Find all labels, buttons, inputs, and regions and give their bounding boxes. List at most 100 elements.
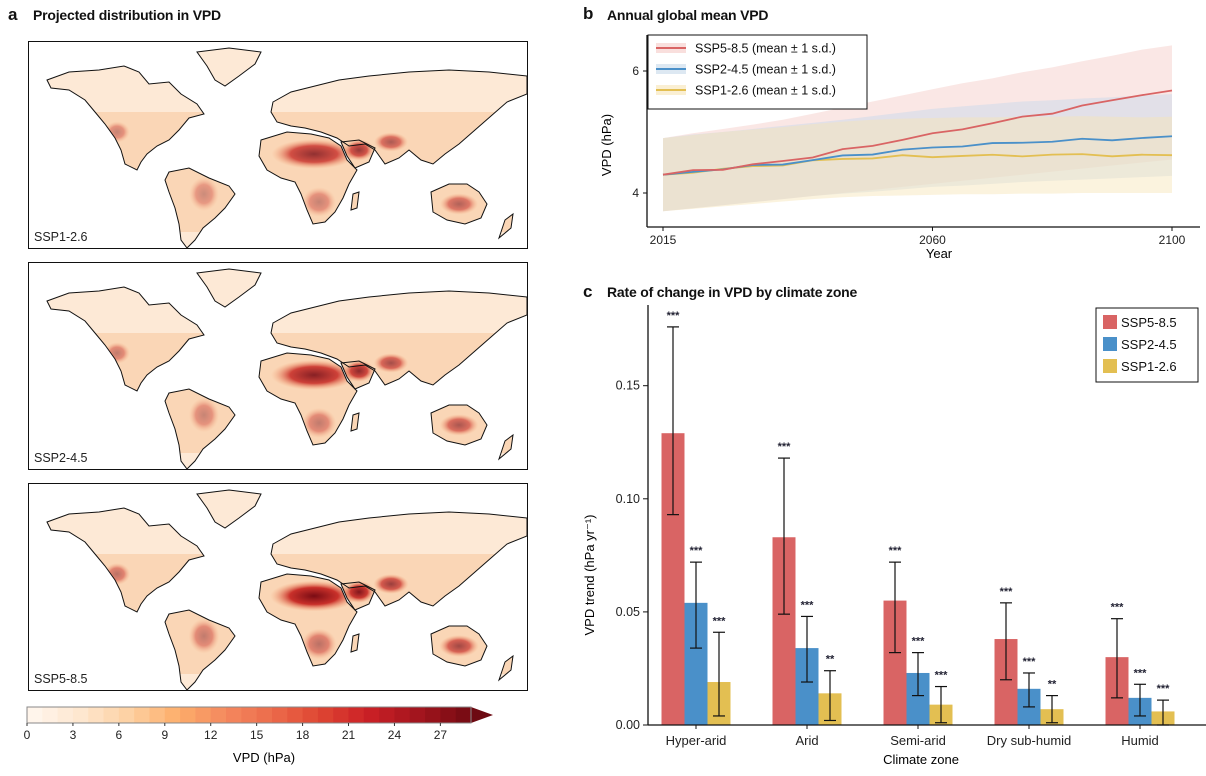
coastline-arabia: [340, 139, 376, 169]
colorbar-cell: [317, 707, 334, 723]
legend-swatch: [1103, 337, 1117, 351]
colorbar-cell: [363, 707, 380, 723]
significance-label: ***: [889, 545, 903, 557]
coastline-madagascar: [350, 633, 360, 653]
colorbar-tick-label: 18: [296, 728, 310, 742]
colorbar-cell: [195, 707, 212, 723]
legend-label: SSP1-2.6 (mean ± 1 s.d.): [695, 84, 836, 98]
mean-lines: [662, 89, 1173, 176]
x-tick-label: 2015: [650, 233, 677, 247]
y-tick-label: 0.15: [616, 379, 640, 393]
legend: SSP5-8.5 SSP2-4.5 SSP1-2.6: [1095, 307, 1199, 383]
x-axis-label: Climate zone: [883, 752, 959, 767]
vpd-hotspot: [188, 397, 220, 433]
coastline-africa: [258, 352, 358, 446]
bar-SSP2-4.5-Semi-arid: [906, 672, 930, 725]
line-chart: 4 6 2015 2060 2100 Year VPD (hPa) SSP5-8.5 (…: [599, 34, 1200, 261]
coastline-eurasia: [270, 290, 527, 386]
colorbar-label: VPD (hPa): [233, 750, 295, 765]
significance-label: ***: [1157, 683, 1171, 695]
sd-band-SSP1-2.6: [663, 116, 1172, 212]
y-tick-label: 0.10: [616, 492, 640, 506]
coastline-greenland: [196, 47, 262, 87]
significance-label: ***: [935, 670, 949, 682]
land-fill: [47, 490, 527, 690]
coastline-australia: [430, 183, 488, 225]
colorbar-tick-label: 24: [388, 728, 402, 742]
significance-label: ***: [1134, 667, 1148, 679]
colorbar-tick-label: 15: [250, 728, 264, 742]
vpd-hotspot: [271, 139, 357, 169]
bar-chart: ****************************************…: [582, 305, 1206, 767]
vpd-hotspot: [270, 580, 358, 612]
x-tick-label: Semi-arid: [890, 733, 946, 748]
coastline-eurasia: [270, 69, 527, 165]
map-label: SSP2-4.5: [34, 451, 88, 465]
colorbar-tick-label: 12: [204, 728, 218, 742]
sd-band-SSP5-8.5: [663, 45, 1172, 212]
coastline-northAmerica: [46, 507, 205, 613]
colorbar-cell: [348, 707, 365, 723]
colorbar-cell: [57, 707, 74, 723]
coastline-northAmerica: [46, 65, 205, 171]
coastline-africa: [258, 573, 358, 667]
significance-label: ***: [690, 545, 704, 557]
colorbar-cell: [210, 707, 227, 723]
panel-c-title: Rate of change in VPD by climate zone: [607, 284, 858, 300]
vpd-hotspot: [439, 193, 479, 215]
bar-SSP5-8.5-Hyper-arid: [661, 433, 685, 725]
colorbar-cell: [226, 707, 242, 723]
colorbar-cell: [287, 707, 304, 723]
coastline-madagascar: [350, 191, 360, 211]
coastline-australia: [430, 404, 488, 446]
significance-label: ***: [1023, 656, 1037, 668]
bars: ****************************************…: [661, 310, 1175, 726]
colorbar-cell: [271, 707, 288, 723]
colorbar-cell: [134, 707, 150, 723]
y-tick-label: 0.00: [616, 718, 640, 732]
legend: SSP5-8.5 (mean ± 1 s.d.) SSP2-4.5 (mean ±…: [647, 34, 868, 110]
colorbar-cell: [256, 707, 273, 723]
colorbar-cell: [440, 707, 457, 723]
colorbar-tick-label: 6: [116, 728, 123, 742]
bar-SSP5-8.5-Dry sub-humid: [994, 639, 1018, 725]
y-axis-label: VPD (hPa): [599, 114, 614, 176]
colorbar-tick-label: 27: [434, 728, 448, 742]
coastline-africa: [258, 131, 358, 225]
significance-label: ***: [1111, 602, 1125, 614]
vpd-hotspot: [439, 635, 479, 657]
coastline-eurasia: [270, 511, 527, 607]
vpd-hotspot: [301, 628, 337, 660]
world-map: [46, 268, 527, 469]
bar-SSP5-8.5-Arid: [772, 537, 796, 725]
colorbar-cell: [164, 707, 181, 723]
colorbar-cell: [409, 707, 426, 723]
y-tick-label: 6: [632, 64, 639, 78]
colorbar-cell: [302, 707, 319, 723]
legend-label: SSP1-2.6: [1121, 359, 1177, 374]
bar-SSP2-4.5-Hyper-arid: [684, 602, 708, 725]
vpd-hotspot: [344, 139, 374, 161]
legend-label: SSP2-4.5 (mean ± 1 s.d.): [695, 63, 836, 77]
vpd-hotspot: [104, 121, 130, 143]
map-ssp126: SSP1-2.6: [28, 41, 528, 249]
legend-swatch: [1103, 315, 1117, 329]
significance-label: ***: [713, 615, 727, 627]
map-label: SSP5-8.5: [34, 672, 88, 686]
vpd-hotspot: [301, 187, 337, 217]
y-axis-label: VPD trend (hPa yr⁻¹): [582, 514, 597, 635]
colorbar-extend-arrow: [471, 707, 493, 723]
colorbar-cell: [180, 707, 196, 723]
significance-label: ***: [667, 310, 681, 322]
colorbar-ticks: 0 3 6 9 12 15 18 21 24 27: [24, 723, 448, 742]
significance-label: ***: [778, 441, 792, 453]
colorbar-cell: [72, 707, 89, 723]
coastline-northAmerica: [46, 286, 205, 392]
colorbar-cell: [241, 707, 258, 723]
axes: Hyper-arid Arid Semi-arid Dry sub-humid Humi…: [616, 305, 1206, 748]
coastline-nz: [497, 212, 514, 240]
coastline-southAmerica: [164, 167, 236, 248]
colorbar-tick-label: 0: [24, 728, 31, 742]
vpd-hotspot: [104, 342, 130, 364]
colorbar-cell: [118, 707, 135, 723]
